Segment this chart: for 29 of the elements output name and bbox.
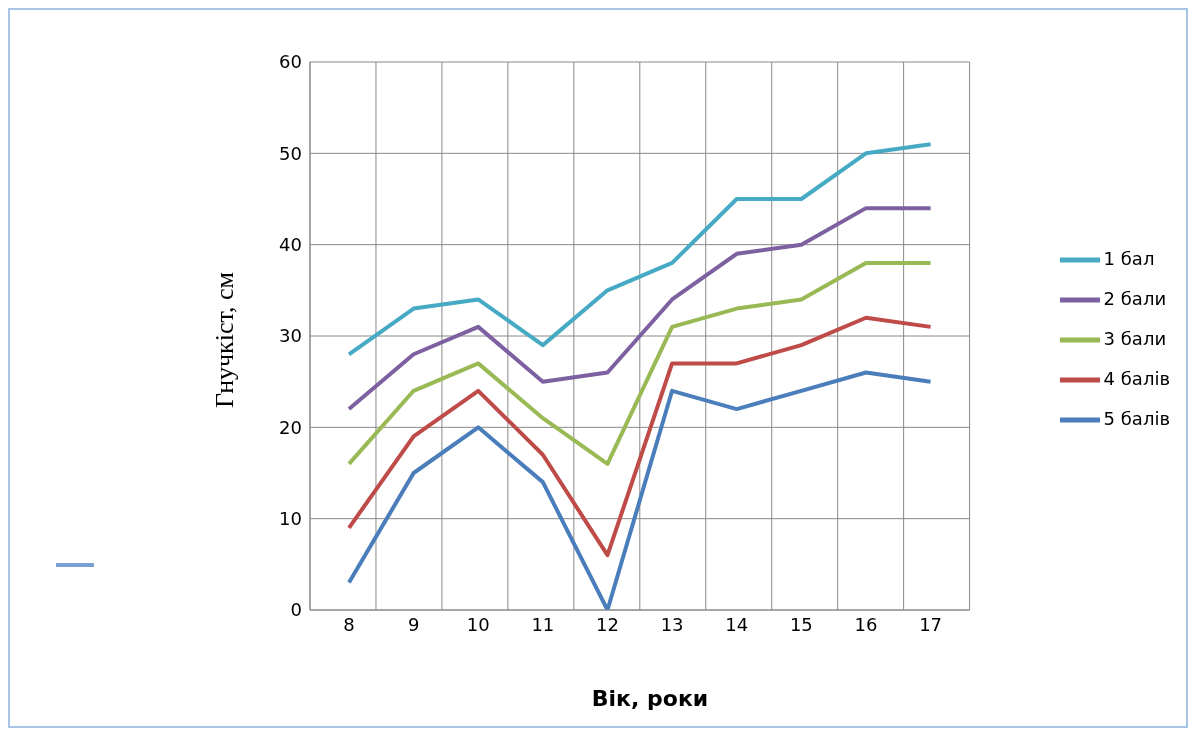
x-tick-label: 16 [854,613,878,635]
x-tick-label: 8 [343,613,355,635]
line-series [347,260,933,466]
line-series [347,315,933,558]
legend-label: 5 балів [1103,408,1170,429]
line-series [347,206,933,412]
legend-label: 3 бали [1103,328,1167,349]
x-tick-label: 10 [466,613,490,635]
y-tick-label: 60 [279,51,302,73]
y-tick-label: 30 [279,325,302,347]
x-tick-label: 14 [725,613,749,635]
x-tick-label: 13 [660,613,684,635]
y-tick-label: 10 [279,508,302,530]
x-tick-label: 11 [531,613,555,635]
legend-label: 1 бал [1103,248,1155,269]
legend-label: 2 бали [1103,288,1167,309]
x-tick-label: 12 [596,613,619,635]
x-tick-label: 17 [919,613,943,635]
x-tick-label: 9 [407,613,420,635]
y-tick-label: 0 [290,599,302,621]
y-tick-label: 40 [279,234,302,256]
legend-label: 4 балів [1103,368,1170,389]
y-tick-label: 50 [279,142,302,164]
y-tick-label: 20 [279,416,302,438]
y-axis-title: Гнучкіст, см [210,272,240,408]
x-axis-title: Вік, роки [591,685,709,711]
line-series [347,142,933,357]
x-tick-label: 15 [789,613,813,635]
line-series [347,370,933,610]
